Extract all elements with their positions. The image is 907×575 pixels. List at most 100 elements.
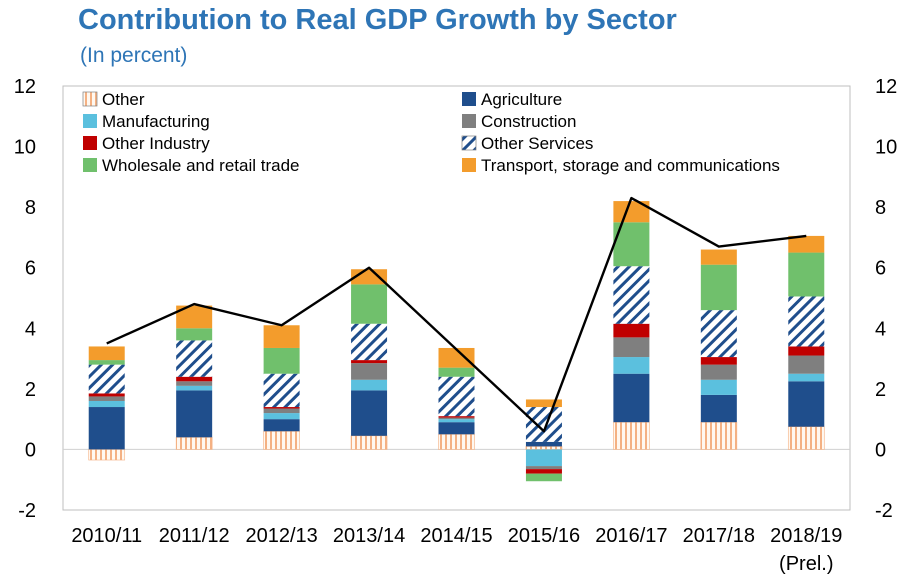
bar-segment	[788, 235, 825, 253]
total-growth-line	[106, 196, 807, 433]
y-tick-label-left: -2	[18, 500, 36, 522]
bar-segment	[438, 367, 475, 377]
bar-segment	[263, 347, 300, 374]
legend-label: Wholesale and retail trade	[102, 156, 300, 175]
y-tick-label-left: 2	[25, 379, 36, 401]
bar-segment	[613, 337, 650, 358]
bar-segment	[88, 346, 125, 361]
bar-segment	[525, 446, 563, 450]
y-tick-label-left: 6	[25, 258, 36, 280]
y-tick-label-right: 2	[875, 379, 886, 401]
legend-swatch	[461, 135, 477, 151]
bar-segment	[613, 373, 650, 423]
legend-swatch	[462, 114, 476, 128]
bar-segment	[700, 364, 737, 380]
plot-border	[62, 85, 851, 511]
bar-segment	[700, 264, 737, 311]
x-tick-label: 2012/13	[245, 525, 317, 547]
bar-segment	[438, 376, 475, 417]
bar-segment	[788, 346, 825, 356]
y-tick-label-right: 0	[875, 439, 886, 461]
bar-segment	[787, 426, 825, 450]
bar-segment	[176, 390, 213, 438]
legend-swatch	[82, 91, 98, 107]
x-tick-label: 2014/15	[420, 525, 492, 547]
bar-segment	[263, 325, 300, 348]
bar-segment	[88, 449, 126, 461]
bar-segment	[438, 416, 475, 418]
bar-segment	[700, 394, 737, 423]
bar-segment	[438, 422, 475, 435]
y-tick-label-right: 8	[875, 197, 886, 219]
bar-segment	[788, 252, 825, 297]
y-tick-label-left: 12	[14, 76, 36, 98]
bar-segment	[613, 421, 650, 450]
bar-segment	[351, 390, 388, 436]
bar-segment	[176, 305, 213, 329]
bar-segment	[175, 437, 213, 450]
legend-label: Transport, storage and communications	[481, 156, 780, 175]
bar-segment	[351, 284, 388, 324]
legend-swatch	[462, 92, 476, 106]
bar-segment	[88, 360, 125, 365]
legend-swatch	[83, 158, 97, 172]
y-tick-label-right: 6	[875, 258, 886, 280]
bar-segment	[350, 435, 388, 450]
y-tick-label-right: -2	[875, 500, 893, 522]
bar-segment	[700, 421, 738, 450]
bar-segment	[263, 430, 300, 450]
bar-segment	[438, 347, 475, 368]
bar-segment	[438, 417, 475, 420]
bar-segment	[351, 323, 388, 361]
y-tick-label-right: 10	[875, 137, 897, 159]
y-tick-label-right: 12	[875, 76, 897, 98]
bar-segment	[176, 340, 213, 377]
bar-segment	[788, 355, 825, 374]
bar-segment	[613, 201, 650, 223]
bar-segment	[525, 441, 562, 447]
bar-segment	[351, 363, 388, 380]
bar-segment	[700, 357, 737, 365]
bar-segment	[525, 469, 562, 474]
bar-segment	[88, 364, 125, 394]
legend-label: Other Industry	[102, 134, 210, 153]
bar-segment	[525, 399, 562, 408]
legend-label: Construction	[481, 112, 576, 131]
bar-segment	[351, 379, 388, 391]
bar-segment	[700, 310, 737, 358]
bar-segment	[88, 396, 125, 401]
bar-segment	[788, 373, 825, 382]
bar-segment	[525, 466, 562, 470]
legend-swatch	[83, 136, 97, 150]
y-tick-label-left: 0	[25, 439, 36, 461]
legend-swatch	[83, 114, 97, 128]
bar-segment	[176, 328, 213, 341]
bar-segment	[88, 393, 125, 397]
legend-swatch	[462, 158, 476, 172]
bar-segment	[788, 296, 825, 347]
legend-label: Manufacturing	[102, 112, 210, 131]
bar-segment	[438, 433, 475, 450]
x-tick-label: 2011/12	[159, 525, 230, 547]
bar-segment	[176, 376, 213, 382]
bar-segment	[263, 407, 300, 409]
bar-segment	[263, 419, 300, 432]
bar-segment	[525, 407, 562, 442]
bar-segment	[263, 373, 300, 408]
bar-segment	[88, 407, 125, 450]
bar-segment	[613, 323, 650, 338]
bar-segment	[613, 357, 650, 374]
x-tick-label: 2015/16	[508, 525, 580, 547]
bar-segment	[176, 385, 213, 391]
x-tick-label: 2016/17	[595, 525, 667, 547]
chart-title: Contribution to Real GDP Growth by Secto…	[78, 4, 677, 36]
bar-segment	[176, 381, 213, 386]
bar-segment	[438, 419, 475, 423]
bar-segment	[613, 266, 650, 324]
bar-segment	[88, 400, 125, 408]
legend-label: Agriculture	[481, 90, 562, 109]
legend-label: Other Services	[481, 134, 593, 153]
x-tick-label: 2013/14	[333, 525, 405, 547]
x-tick-label: 2010/11	[71, 525, 142, 547]
